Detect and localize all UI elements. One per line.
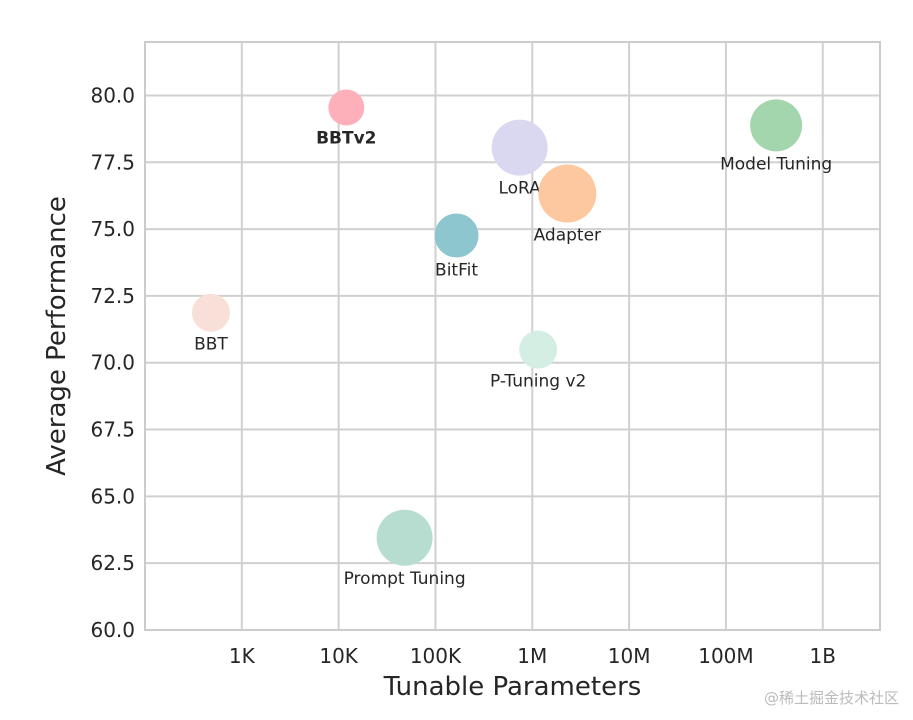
y-tick-label: 62.5 [90, 551, 135, 575]
y-tick-label: 75.0 [90, 217, 135, 241]
point-label: Model Tuning [720, 154, 832, 174]
point-label: P-Tuning v2 [490, 372, 586, 392]
x-tick-label: 100M [698, 644, 753, 668]
y-tick-label: 65.0 [90, 484, 135, 508]
data-point [750, 99, 803, 152]
x-tick-label: 10K [319, 644, 358, 668]
y-tick-label: 67.5 [90, 418, 135, 442]
data-point [491, 119, 548, 176]
y-tick-label: 72.5 [90, 284, 135, 308]
data-point [538, 164, 597, 223]
point-label: LoRA [498, 179, 541, 199]
data-point [376, 509, 433, 566]
y-tick-label: 77.5 [90, 150, 135, 174]
x-tick-label: 1B [810, 644, 836, 668]
x-axis-label: Tunable Parameters [383, 672, 642, 702]
y-tick-label: 60.0 [90, 618, 135, 642]
point-label: BitFit [435, 261, 478, 281]
data-point [191, 293, 230, 332]
point-label: Adapter [534, 226, 601, 246]
data-point [434, 213, 479, 258]
point-label: Prompt Tuning [344, 569, 466, 589]
point-label: BBT [194, 335, 228, 355]
point-label: BBTv2 [316, 128, 376, 148]
y-axis-label: Average Performance [42, 196, 72, 476]
x-tick-label: 100K [410, 644, 462, 668]
plot-frame [144, 41, 881, 631]
y-tick-label: 80.0 [90, 83, 135, 107]
x-tick-label: 1K [229, 644, 256, 668]
data-point [328, 89, 365, 126]
watermark: @稀土掘金技术社区 [763, 689, 899, 707]
x-tick-label: 10M [608, 644, 651, 668]
data-point [519, 330, 558, 369]
y-tick-label: 70.0 [90, 351, 135, 375]
x-tick-label: 1M [517, 644, 547, 668]
